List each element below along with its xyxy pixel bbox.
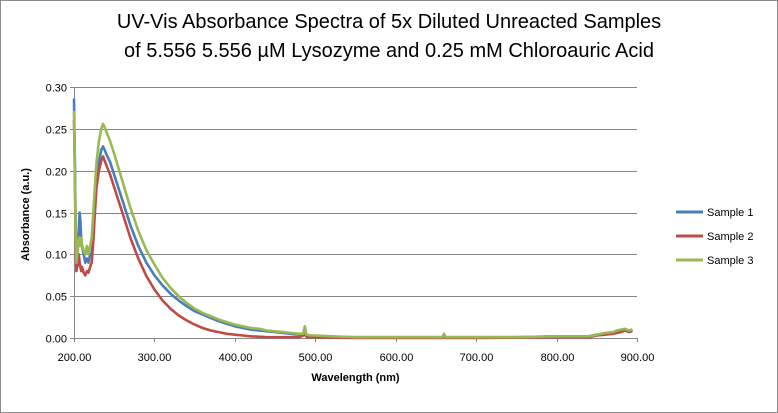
x-tick-label: 300.00 bbox=[138, 352, 172, 364]
chart-title-line-1: UV-Vis Absorbance Spectra of 5x Diluted … bbox=[116, 11, 662, 33]
y-tick-labels: 0.00 0.05 0.10 0.15 0.20 0.25 0.30 bbox=[46, 83, 74, 346]
x-tick-label: 400.00 bbox=[219, 352, 253, 364]
series-line-sample-3 bbox=[72, 110, 633, 339]
x-tick-label: 500.00 bbox=[299, 352, 333, 364]
x-tick-label: 800.00 bbox=[541, 352, 575, 364]
legend-label-sample-3: Sample 3 bbox=[707, 255, 753, 267]
legend: Sample 1 Sample 2 Sample 3 bbox=[676, 207, 753, 267]
series-line-sample-1 bbox=[72, 98, 633, 339]
x-tick-labels: 200.00 300.00 400.00 500.00 600.00 700.00 800.… bbox=[58, 338, 655, 364]
x-tick-label: 700.00 bbox=[460, 352, 494, 364]
series-line-sample-2 bbox=[72, 119, 633, 340]
y-tick-label: 0.05 bbox=[46, 292, 67, 304]
x-axis-title: Wavelength (nm) bbox=[311, 372, 400, 384]
x-tick-label: 600.00 bbox=[380, 352, 414, 364]
gridlines bbox=[74, 87, 637, 297]
y-tick-label: 0.30 bbox=[46, 83, 67, 95]
y-tick-label: 0.00 bbox=[46, 334, 67, 346]
y-axis-title: Absorbance (a.u.) bbox=[20, 168, 32, 261]
y-tick-label: 0.15 bbox=[46, 209, 67, 221]
legend-label-sample-2: Sample 2 bbox=[707, 231, 753, 243]
legend-label-sample-1: Sample 1 bbox=[707, 207, 753, 219]
y-tick-label: 0.25 bbox=[46, 125, 67, 137]
axes bbox=[74, 87, 637, 339]
y-tick-label: 0.10 bbox=[46, 250, 67, 262]
series-lines bbox=[72, 98, 633, 340]
chart-title-line-2: of 5.556 5.556 µM Lysozyme and 0.25 mM C… bbox=[124, 40, 654, 62]
x-tick-label: 200.00 bbox=[58, 352, 92, 364]
y-tick-label: 0.20 bbox=[46, 167, 67, 179]
chart-title: UV-Vis Absorbance Spectra of 5x Diluted … bbox=[0, 8, 778, 66]
x-tick-label: 900.00 bbox=[621, 352, 655, 364]
